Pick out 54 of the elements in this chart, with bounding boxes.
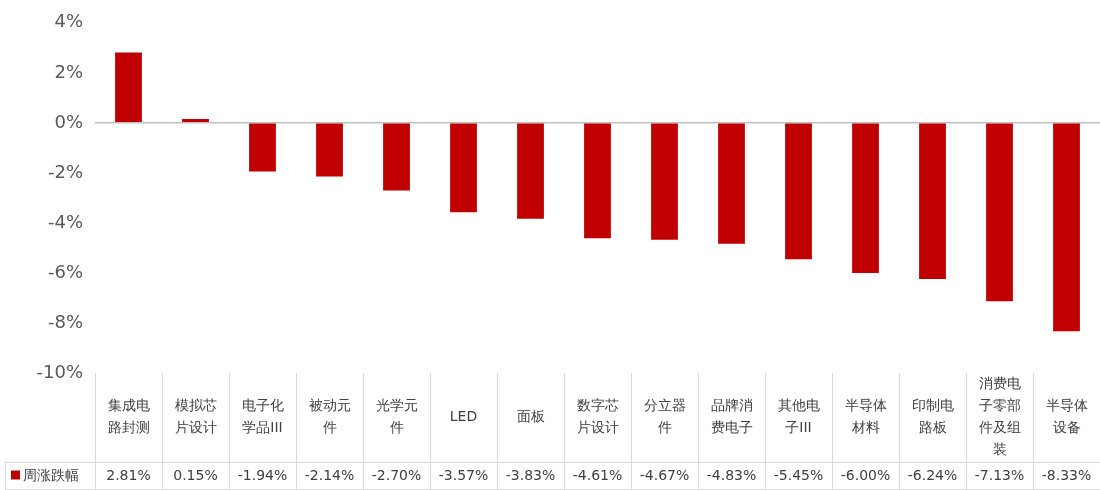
bar (316, 123, 343, 177)
data-label: -2.70% (371, 467, 422, 484)
bar (115, 52, 142, 123)
bar (1053, 123, 1080, 332)
bar (919, 123, 946, 279)
y-tick-label: -4% (47, 210, 83, 232)
data-label: 2.81% (106, 467, 151, 484)
x-tick-label: 面板 (516, 408, 545, 425)
x-tick-label: 分立器件 (643, 397, 686, 436)
data-label: -4.67% (639, 467, 690, 484)
x-tick-label: 半导体材料 (844, 397, 887, 436)
legend-label: 周涨跌幅 (23, 467, 79, 484)
data-label: -5.45% (773, 467, 824, 484)
data-label: -8.33% (1041, 467, 1092, 484)
x-tick-label: 数字芯片设计 (576, 397, 619, 436)
y-tick-label: 2% (54, 60, 83, 82)
data-label: -6.24% (907, 467, 958, 484)
data-label: -1.94% (237, 467, 288, 484)
y-tick-label: -8% (47, 310, 83, 332)
x-tick-label: LED (449, 408, 478, 425)
x-tick-label: 消费电子零部件及组装 (978, 375, 1021, 458)
x-tick-label: 光学元件 (375, 397, 418, 436)
bar (651, 123, 678, 240)
bar (986, 123, 1013, 302)
y-tick-label: -2% (47, 160, 83, 182)
data-label: -3.83% (505, 467, 556, 484)
data-label: -4.61% (572, 467, 623, 484)
bar (249, 123, 276, 172)
bar (852, 123, 879, 273)
bar (718, 123, 745, 244)
y-tick-label: -10% (36, 360, 83, 382)
bar (182, 119, 209, 123)
x-tick-label: 其他电子III (777, 397, 820, 436)
x-tick-label: 印制电路板 (911, 397, 954, 436)
x-tick-label: 品牌消费电子 (710, 397, 753, 436)
x-tick-label: 半导体设备 (1045, 397, 1088, 436)
x-tick-label: 被动元件 (308, 397, 351, 436)
bar (785, 123, 812, 260)
y-tick-label: 4% (54, 10, 83, 32)
bar (383, 123, 410, 191)
bar (450, 123, 477, 213)
x-tick-label: 模拟芯片设计 (174, 397, 217, 436)
data-label: -4.83% (706, 467, 757, 484)
data-label: -3.57% (438, 467, 489, 484)
data-label: -2.14% (304, 467, 355, 484)
bar (517, 123, 544, 219)
bar (584, 123, 611, 239)
y-tick-label: 0% (54, 110, 83, 132)
data-label: -6.00% (840, 467, 891, 484)
x-tick-label: 电子化学品III (241, 397, 284, 436)
x-tick-label: 集成电路封测 (107, 397, 150, 436)
data-label: 0.15% (173, 467, 218, 484)
data-label: -7.13% (974, 467, 1025, 484)
y-tick-label: -6% (47, 260, 83, 282)
